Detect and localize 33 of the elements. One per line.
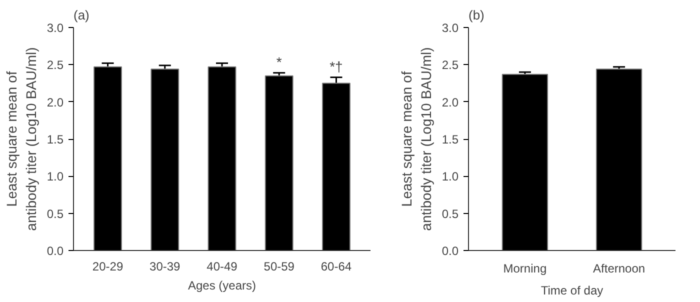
y-tick-label: 3.0 bbox=[442, 21, 459, 35]
x-tick-label: 40-49 bbox=[206, 260, 238, 274]
y-tick-label: 0.0 bbox=[442, 244, 459, 258]
y-axis-title: Least square mean of antibody titer (Log10 BAU/ml) bbox=[4, 47, 39, 231]
y-axis-title: Least square mean of antibody titer (Log10 BAU/ml) bbox=[398, 47, 434, 231]
annotation: * bbox=[276, 54, 282, 70]
x-tick-label: Morning bbox=[503, 262, 547, 276]
x-tick-label: 30-39 bbox=[150, 260, 181, 274]
y-tick-label: 1.0 bbox=[46, 170, 64, 184]
y-tick-label: 0.5 bbox=[442, 206, 459, 221]
x-tick-label: Afternoon bbox=[593, 262, 646, 276]
x-tick-label: 60-64 bbox=[320, 260, 352, 274]
bar bbox=[264, 75, 294, 250]
chart-title: (a) bbox=[74, 8, 90, 22]
bar bbox=[94, 66, 122, 250]
chart-title: (b) bbox=[468, 8, 484, 22]
bar bbox=[150, 68, 180, 250]
x-tick-label: 20-29 bbox=[92, 260, 124, 274]
y-tick-label: 1.0 bbox=[442, 170, 459, 184]
annotation: *† bbox=[330, 58, 343, 74]
x-axis-title: Time of day bbox=[540, 284, 604, 298]
y-tick-label: 2.0 bbox=[442, 95, 459, 110]
y-tick-label: 1.5 bbox=[46, 132, 64, 146]
y-tick-label: 2.5 bbox=[442, 58, 459, 72]
y-tick-label: 0.0 bbox=[46, 244, 64, 258]
y-tick-label: 0.5 bbox=[46, 206, 64, 221]
y-tick-label: 3.0 bbox=[46, 21, 64, 35]
y-tick-label: 2.0 bbox=[46, 95, 64, 110]
y-tick-label: 1.5 bbox=[442, 132, 459, 146]
x-axis-title: Ages (years) bbox=[188, 278, 256, 292]
y-tick-label: 2.5 bbox=[46, 58, 64, 72]
bar bbox=[208, 66, 236, 250]
x-tick-label: 50-59 bbox=[264, 260, 295, 274]
